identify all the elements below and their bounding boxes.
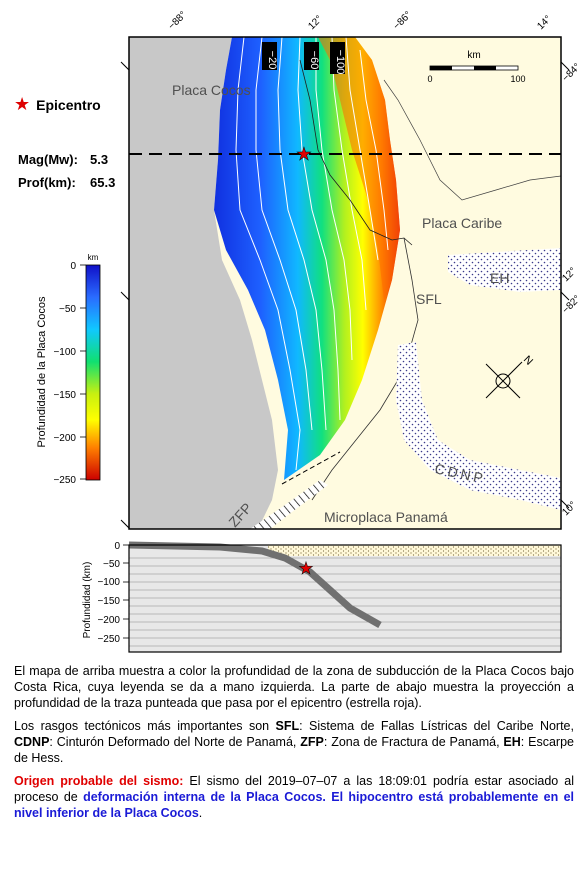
right-label-3: −82° [560, 294, 580, 317]
top-lon-labels: −88° 12° −86° 14° [166, 10, 553, 33]
label-sfl: SFL [416, 291, 442, 307]
lon-label-1: −88° [166, 10, 189, 33]
border-line [383, 79, 561, 201]
caption: El mapa de arriba muestra a color la pro… [14, 663, 574, 828]
magnitude-value: 5.3 [90, 152, 109, 167]
lon-label-4: 14° [535, 14, 553, 32]
svg-text:−200: −200 [53, 433, 76, 444]
profile-panel: ★ 0 −50 −100 −150 −200 −250 Profundidad … [82, 541, 562, 653]
magnitude-label: Mag(Mw): [18, 152, 78, 167]
label-eh: EH [490, 270, 509, 286]
profile-ylabel: Profundidad (km) [82, 562, 93, 639]
caption-paragraph-1: El mapa de arriba muestra a color la pro… [14, 664, 574, 710]
epicenter-label: Epicentro [36, 97, 101, 113]
svg-text:−100: −100 [53, 347, 76, 358]
profile-hypocenter-star-icon: ★ [298, 559, 313, 578]
right-labels: −84° 12° −82° 10° [560, 62, 580, 519]
contour-label-20: −20 [266, 51, 278, 70]
caption-paragraph-3: Origen probable del sismo: El sismo del … [14, 774, 575, 820]
profile-slab [128, 541, 382, 629]
coastline [299, 59, 413, 246]
zfp-fault [281, 451, 341, 485]
depth-value: 65.3 [90, 175, 116, 190]
contour-label-60: −60 [308, 51, 320, 70]
colorbar-scale [85, 264, 101, 481]
eh-zone [448, 248, 561, 292]
svg-text:−200: −200 [97, 615, 120, 626]
slab-contours [235, 37, 389, 471]
cdnp-zone [396, 342, 561, 510]
colorbar-title: Profundidad de la Placa Cocos [36, 296, 48, 448]
profile-crust-layer [268, 545, 561, 556]
right-label-2: 12° [560, 266, 578, 284]
label-microplaca: Microplaca Panamá [324, 509, 448, 525]
zfp-zone [250, 480, 328, 529]
depth-row: Prof(km): 65.3 [18, 175, 115, 190]
coastline-south [311, 237, 419, 501]
scale-bar: km 0 100 [427, 50, 525, 84]
epicenter-legend: ★ Epicentro [14, 94, 101, 115]
scale-tick-100: 100 [510, 74, 525, 84]
lon-label-3: −86° [391, 10, 414, 33]
scale-unit: km [467, 50, 480, 61]
label-placa-caribe: Placa Caribe [422, 215, 502, 231]
colorbar: km 0 −50 −100 −150 −200 −250 Profundidad… [36, 253, 101, 486]
scale-tick-0: 0 [427, 74, 432, 84]
depth-label: Prof(km): [18, 175, 76, 190]
svg-text:−50: −50 [59, 304, 76, 315]
profile-background [129, 545, 561, 652]
svg-text:−150: −150 [97, 596, 120, 607]
map-ticks [120, 61, 570, 529]
label-placa-cocos: Placa Cocos [172, 82, 251, 98]
profile-yticks: 0 −50 −100 −150 −200 −250 [97, 541, 120, 645]
contour-label-100: −100 [334, 50, 346, 75]
lon-label-2: 12° [306, 14, 324, 32]
svg-text:−250: −250 [53, 475, 76, 486]
ocean-area [129, 37, 278, 529]
svg-text:−50: −50 [103, 559, 120, 570]
map-figure: −88° 12° −86° 14° −84° 12° −82° 10° −20 … [36, 10, 580, 653]
magnitude-row: Mag(Mw): 5.3 [18, 152, 108, 167]
svg-text:0: 0 [70, 261, 76, 272]
colorbar-unit: km [88, 253, 99, 262]
caption-paragraph-2: Los rasgos tectónicos más importantes so… [14, 719, 574, 765]
epicenter-star-icon: ★ [296, 144, 312, 164]
map-border [128, 36, 562, 530]
svg-text:−150: −150 [53, 390, 76, 401]
svg-text:−250: −250 [97, 634, 120, 645]
star-icon: ★ [14, 94, 31, 114]
contour-labels: −20 −60 −100 [262, 42, 346, 74]
colorbar-ticks: 0 −50 −100 −150 −200 −250 [53, 261, 76, 486]
map-panel: −88° 12° −86° 14° −84° 12° −82° 10° −20 … [120, 10, 580, 530]
svg-text:0: 0 [114, 541, 120, 552]
svg-text:−100: −100 [97, 577, 120, 588]
profile-border [128, 544, 562, 653]
